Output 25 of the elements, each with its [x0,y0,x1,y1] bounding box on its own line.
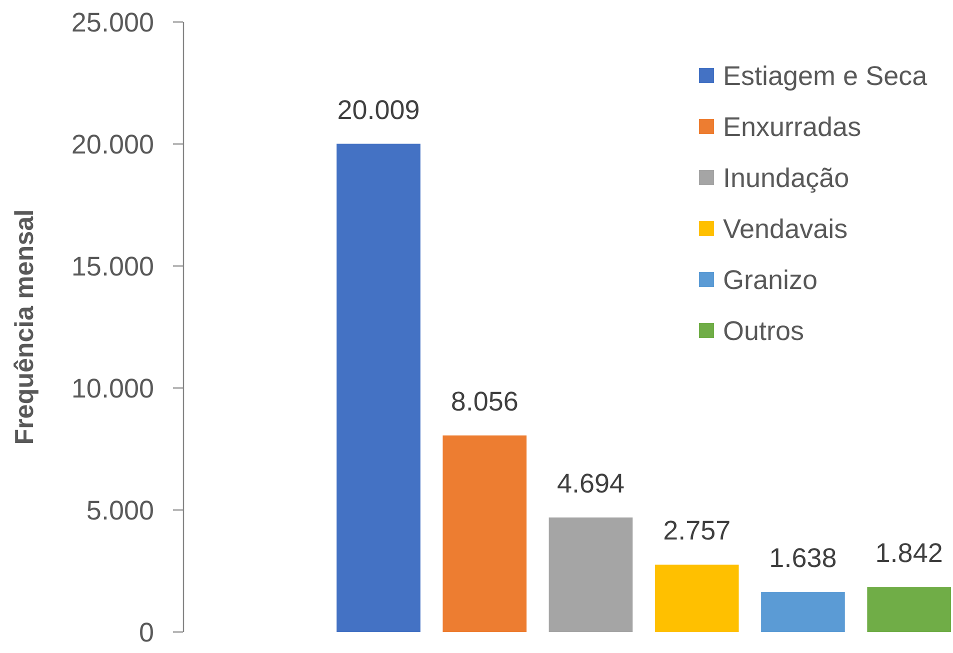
y-axis-title: Frequência mensal [9,209,39,445]
data-label: 8.056 [450,386,518,416]
y-tick-label: 20.000 [71,130,154,160]
bar [548,517,633,632]
legend-label: Vendavais [723,214,848,244]
legend-label: Enxurradas [723,112,862,142]
bar [442,435,527,632]
data-label: 2.757 [663,516,731,546]
data-label: 4.694 [556,468,625,498]
y-tick-label: 15.000 [71,252,154,282]
y-tick-label: 5.000 [86,496,154,526]
bar [336,144,420,632]
y-tick-label: 10.000 [71,374,154,404]
data-label: 1.842 [875,538,943,568]
data-label: 20.009 [337,94,420,125]
legend-label: Estiagem e Seca [723,61,928,92]
data-label: 1.638 [769,543,837,574]
bar [867,587,951,632]
legend-label: Inundação [723,163,850,194]
legend-label: Outros [723,316,804,346]
y-tick-label: 25.000 [71,8,154,38]
legend-label: Granizo [723,265,818,296]
bar [654,564,739,632]
y-tick-label: 0 [138,618,154,648]
bar [761,592,845,632]
